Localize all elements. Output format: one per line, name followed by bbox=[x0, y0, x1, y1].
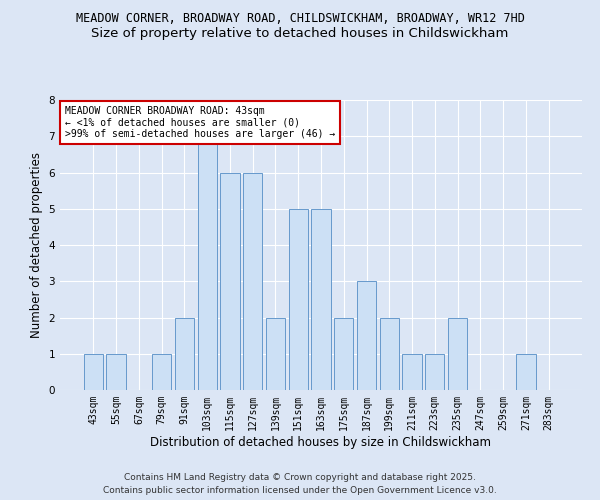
Bar bbox=[357, 281, 376, 390]
Bar bbox=[380, 318, 399, 390]
Bar bbox=[425, 354, 445, 390]
Bar bbox=[84, 354, 103, 390]
Bar bbox=[106, 354, 126, 390]
X-axis label: Distribution of detached houses by size in Childswickham: Distribution of detached houses by size … bbox=[151, 436, 491, 448]
Bar bbox=[334, 318, 353, 390]
Y-axis label: Number of detached properties: Number of detached properties bbox=[30, 152, 43, 338]
Text: MEADOW CORNER, BROADWAY ROAD, CHILDSWICKHAM, BROADWAY, WR12 7HD: MEADOW CORNER, BROADWAY ROAD, CHILDSWICK… bbox=[76, 12, 524, 26]
Bar bbox=[403, 354, 422, 390]
Bar bbox=[197, 136, 217, 390]
Bar bbox=[311, 209, 331, 390]
Bar bbox=[175, 318, 194, 390]
Text: Contains HM Land Registry data © Crown copyright and database right 2025.
Contai: Contains HM Land Registry data © Crown c… bbox=[103, 474, 497, 495]
Bar bbox=[266, 318, 285, 390]
Text: Size of property relative to detached houses in Childswickham: Size of property relative to detached ho… bbox=[91, 28, 509, 40]
Bar bbox=[220, 172, 239, 390]
Bar bbox=[516, 354, 536, 390]
Text: MEADOW CORNER BROADWAY ROAD: 43sqm
← <1% of detached houses are smaller (0)
>99%: MEADOW CORNER BROADWAY ROAD: 43sqm ← <1%… bbox=[65, 106, 335, 139]
Bar bbox=[448, 318, 467, 390]
Bar bbox=[243, 172, 262, 390]
Bar bbox=[289, 209, 308, 390]
Bar bbox=[152, 354, 172, 390]
